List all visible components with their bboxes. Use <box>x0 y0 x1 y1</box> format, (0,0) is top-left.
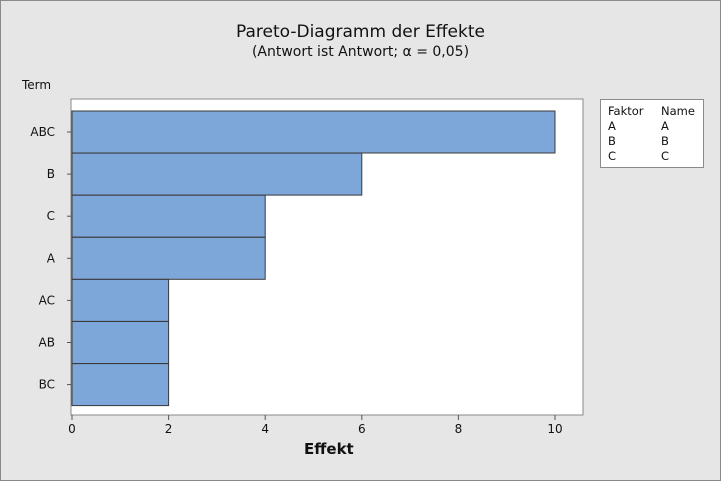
chart-title: Pareto-Diagramm der Effekte <box>236 22 485 42</box>
legend-name: A <box>661 119 669 133</box>
x-tick-label: 0 <box>68 422 76 436</box>
x-tick-label: 6 <box>358 422 366 436</box>
y-tick-label: AB <box>39 336 55 350</box>
x-tick-label: 8 <box>455 422 463 436</box>
x-tick-label: 2 <box>165 422 173 436</box>
x-tick-label: 4 <box>261 422 269 436</box>
y-tick-label: B <box>47 167 55 181</box>
bar-a <box>71 236 266 280</box>
x-axis-label: Effekt <box>304 440 354 458</box>
y-tick-label: A <box>47 251 56 265</box>
legend: Faktor Name A A B B C C <box>600 99 704 168</box>
legend-row: C C <box>601 149 703 164</box>
legend-row: B B <box>601 134 703 149</box>
y-tick-label: BC <box>39 378 55 392</box>
legend-header-factor: Faktor <box>608 104 644 118</box>
y-axis-label: Term <box>22 78 52 92</box>
bar-ac <box>71 278 170 322</box>
legend-header-name: Name <box>661 104 695 118</box>
legend-name: C <box>661 149 670 163</box>
y-tick-label: AC <box>39 293 55 307</box>
legend-factor: B <box>608 134 616 148</box>
bar-abc <box>71 110 556 154</box>
bar-c <box>71 194 266 238</box>
legend-row: A A <box>601 119 703 134</box>
y-tick-label: C <box>47 209 55 223</box>
y-tick-label: ABC <box>30 125 55 139</box>
bar-bc <box>71 363 170 407</box>
bar-b <box>71 152 363 196</box>
bar-ab <box>71 321 170 364</box>
legend-factor: C <box>608 149 617 163</box>
legend-name: B <box>661 134 669 148</box>
x-tick-label: 10 <box>547 422 562 436</box>
chart-subtitle: (Antwort ist Antwort; α = 0,05) <box>251 44 470 60</box>
legend-header-row: Faktor Name <box>601 104 703 119</box>
legend-factor: A <box>608 119 616 133</box>
